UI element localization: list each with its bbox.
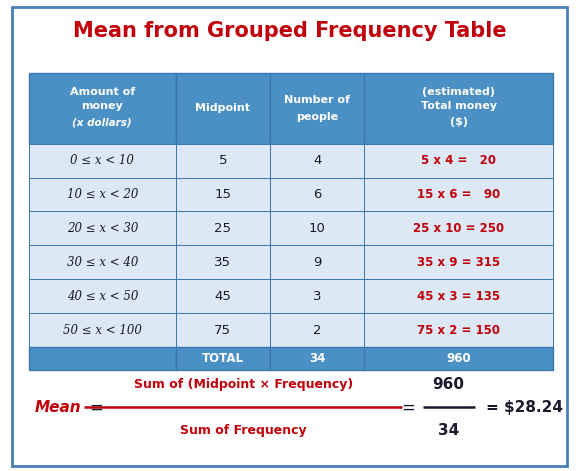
Text: = $28.24: = $28.24 (486, 400, 563, 415)
Bar (29, 279, 175, 313)
Bar (270, 178, 364, 211)
Text: 10: 10 (309, 222, 325, 235)
Bar (364, 178, 553, 211)
Text: Mean from Grouped Frequency Table: Mean from Grouped Frequency Table (73, 21, 506, 41)
Text: 20 ≤ x < 30: 20 ≤ x < 30 (67, 222, 138, 235)
Text: 75: 75 (214, 324, 232, 337)
Text: people: people (296, 112, 338, 122)
Text: TOTAL: TOTAL (202, 352, 244, 365)
Text: 40 ≤ x < 50: 40 ≤ x < 50 (67, 290, 138, 303)
Text: 35 x 9 = 315: 35 x 9 = 315 (417, 256, 500, 269)
Text: (estimated): (estimated) (422, 87, 495, 97)
Bar (175, 144, 270, 178)
Bar (270, 279, 364, 313)
Bar (175, 73, 270, 144)
Bar (270, 144, 364, 178)
Bar (175, 178, 270, 211)
Text: 50 ≤ x < 100: 50 ≤ x < 100 (63, 324, 142, 337)
Text: Number of: Number of (284, 95, 350, 105)
Text: 35: 35 (214, 256, 232, 269)
Text: 25 x 10 = 250: 25 x 10 = 250 (413, 222, 504, 235)
Text: 30 ≤ x < 40: 30 ≤ x < 40 (67, 256, 138, 269)
Text: Mean: Mean (34, 400, 81, 415)
Bar (29, 144, 175, 178)
Bar (29, 245, 175, 279)
Text: Midpoint: Midpoint (195, 103, 250, 114)
Text: 45 x 3 = 135: 45 x 3 = 135 (417, 290, 500, 303)
Text: 2: 2 (313, 324, 321, 337)
Text: Total money: Total money (420, 101, 497, 111)
Text: 15: 15 (214, 188, 232, 201)
Text: 9: 9 (313, 256, 321, 269)
Text: 960: 960 (446, 352, 471, 365)
Bar (175, 347, 270, 370)
Bar (29, 73, 175, 144)
Bar (29, 347, 175, 370)
Text: 5 x 4 =   20: 5 x 4 = 20 (421, 154, 496, 167)
Bar (364, 144, 553, 178)
Text: 3: 3 (313, 290, 321, 303)
Text: =: = (90, 398, 104, 416)
Text: 6: 6 (313, 188, 321, 201)
Text: =: = (401, 398, 415, 416)
Text: Sum of (Midpoint × Frequency): Sum of (Midpoint × Frequency) (134, 378, 353, 391)
Bar (364, 313, 553, 347)
Bar (270, 245, 364, 279)
Text: 75 x 2 = 150: 75 x 2 = 150 (417, 324, 500, 337)
Text: money: money (82, 101, 123, 111)
Bar (29, 178, 175, 211)
Text: 25: 25 (214, 222, 232, 235)
Bar (29, 313, 175, 347)
Bar (270, 313, 364, 347)
Bar (29, 211, 175, 245)
Text: 960: 960 (433, 377, 465, 392)
Text: 15 x 6 =   90: 15 x 6 = 90 (417, 188, 500, 201)
Text: 5: 5 (219, 154, 227, 167)
Bar (364, 245, 553, 279)
Bar (175, 313, 270, 347)
Bar (364, 279, 553, 313)
Bar (175, 245, 270, 279)
Bar (270, 73, 364, 144)
Bar (364, 73, 553, 144)
Bar (364, 211, 553, 245)
Bar (364, 347, 553, 370)
Text: 10 ≤ x < 20: 10 ≤ x < 20 (67, 188, 138, 201)
Bar (175, 211, 270, 245)
Text: Amount of: Amount of (69, 87, 135, 97)
Text: 0 ≤ x < 10: 0 ≤ x < 10 (71, 154, 134, 167)
Text: (x dollars): (x dollars) (72, 117, 132, 128)
Bar (270, 347, 364, 370)
Text: 34: 34 (309, 352, 325, 365)
Bar (175, 279, 270, 313)
Bar (270, 211, 364, 245)
Text: ($): ($) (450, 116, 468, 127)
Text: 4: 4 (313, 154, 321, 167)
Text: 45: 45 (214, 290, 231, 303)
Text: 34: 34 (438, 422, 459, 438)
Text: Sum of Frequency: Sum of Frequency (180, 423, 306, 437)
